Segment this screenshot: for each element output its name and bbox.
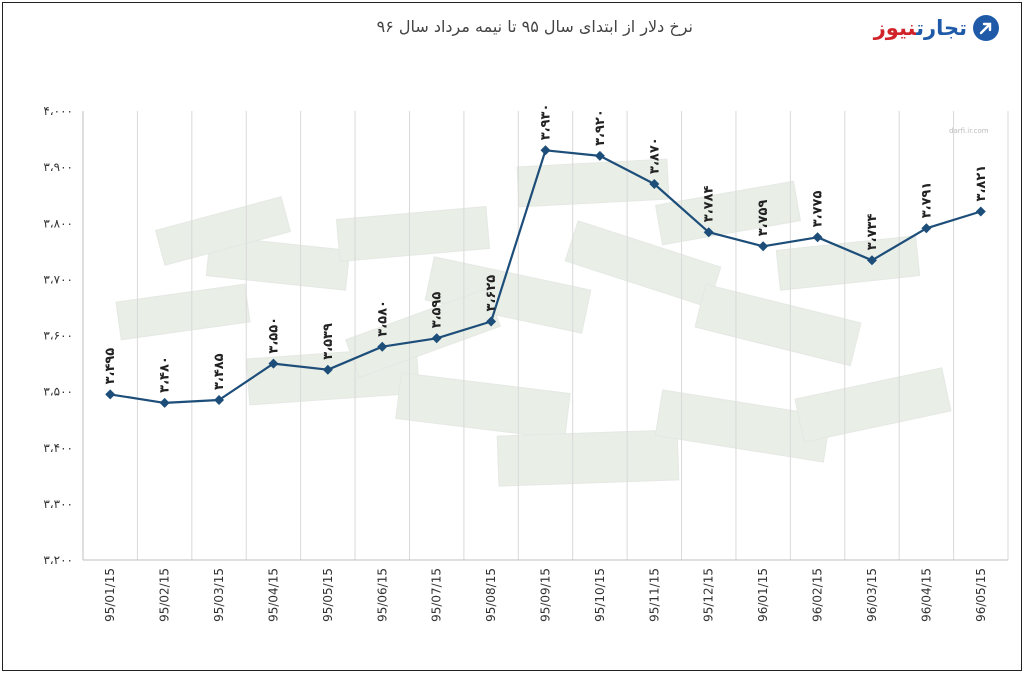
data-point-marker [649,178,660,189]
y-tick-label: ۳،۸۰۰ [43,216,73,230]
x-tick-label: 96/01/15 [756,568,770,622]
data-point-marker [214,395,225,406]
data-point-marker [377,341,388,352]
data-label: ۳،۵۹۵ [430,292,445,329]
data-point-marker [322,364,333,375]
y-tick-label: ۳،۲۰۰ [43,553,73,567]
y-tick-label: ۳،۷۰۰ [43,272,73,286]
data-point-marker [812,232,823,243]
x-tick-label: 95/12/15 [702,568,716,622]
y-tick-label: ۳،۴۰۰ [43,441,73,455]
x-tick-label: 96/05/15 [974,568,988,622]
logo-text-part2: نیوز [873,16,917,40]
x-tick-label: 95/07/15 [430,568,444,622]
data-point-marker [268,358,279,369]
data-point-marker [486,316,497,327]
x-tick-label: 95/11/15 [647,568,661,622]
x-tick-label: 95/10/15 [593,568,607,622]
x-tick-label: 95/09/15 [539,568,553,622]
data-label: ۳،۹۲۰ [593,109,608,146]
data-label: ۳،۵۵۰ [266,317,281,354]
data-point-marker [703,227,714,238]
data-label: ۳،۵۳۹ [321,323,336,360]
y-tick-label: ۳،۳۰۰ [43,497,73,511]
logo-text-part1: تجارت [916,16,967,40]
data-point-marker [921,223,932,234]
data-point-marker [105,389,116,400]
brand-logo: تجارتنیوز [874,15,999,41]
x-tick-label: 95/05/15 [321,568,335,622]
x-tick-label: 95/08/15 [484,568,498,622]
logo-arrow-icon [973,15,999,41]
data-label: ۳،۵۸۰ [375,300,390,337]
y-tick-label: ۳،۵۰۰ [43,385,73,399]
data-label: ۳،۴۹۵ [103,348,118,385]
data-label: ۳،۹۳۰ [539,104,554,141]
data-label: ۳،۷۹۱ [919,182,934,219]
x-tick-label: 95/04/15 [266,568,280,622]
x-tick-label: 96/03/15 [865,568,879,622]
y-tick-label: ۳،۶۰۰ [43,329,73,343]
data-label: ۳،۴۸۰ [158,356,173,393]
x-tick-label: 96/02/15 [811,568,825,622]
data-label: ۳،۸۷۰ [647,137,662,174]
data-point-marker [975,206,986,217]
data-point-marker [540,145,551,156]
data-label: ۳،۷۵۹ [756,200,771,237]
y-tick-label: ۴،۰۰۰ [43,104,73,118]
data-point-marker [594,150,605,161]
series-line [110,149,982,404]
data-point-marker [866,255,877,266]
chart-title: نرخ دلار از ابتدای سال ۹۵ تا نیمه مرداد … [376,17,693,36]
x-tick-label: 96/04/15 [919,568,933,622]
data-label: ۳،۷۸۴ [702,185,717,222]
y-tick-label: ۳،۹۰۰ [43,160,73,174]
line-chart: ۳،۲۰۰ ۳،۳۰۰ ۳،۴۰۰ ۳،۵۰۰ ۳،۶۰۰ ۳،۷۰۰ ۳،۸۰۰ ۳،۹۰۰… [43,104,1009,622]
data-label: ۳،۴۸۵ [212,353,227,390]
data-point-marker [431,333,442,344]
x-tick-label: 95/06/15 [375,568,389,622]
data-label: ۳،۷۳۴ [865,214,880,251]
data-point-marker [159,397,170,408]
data-label: ۳،۷۷۵ [811,191,826,228]
x-tick-label: 95/03/15 [212,568,226,622]
x-tick-label: 95/01/15 [103,568,117,622]
x-tick-label: 95/02/15 [158,568,172,622]
data-label: ۳،۶۲۵ [484,275,499,312]
watermark-text: darfi.ir.com [949,127,989,135]
data-point-marker [758,241,769,252]
data-label: ۳،۸۲۱ [974,165,989,202]
logo-text: تجارتنیوز [874,16,967,40]
